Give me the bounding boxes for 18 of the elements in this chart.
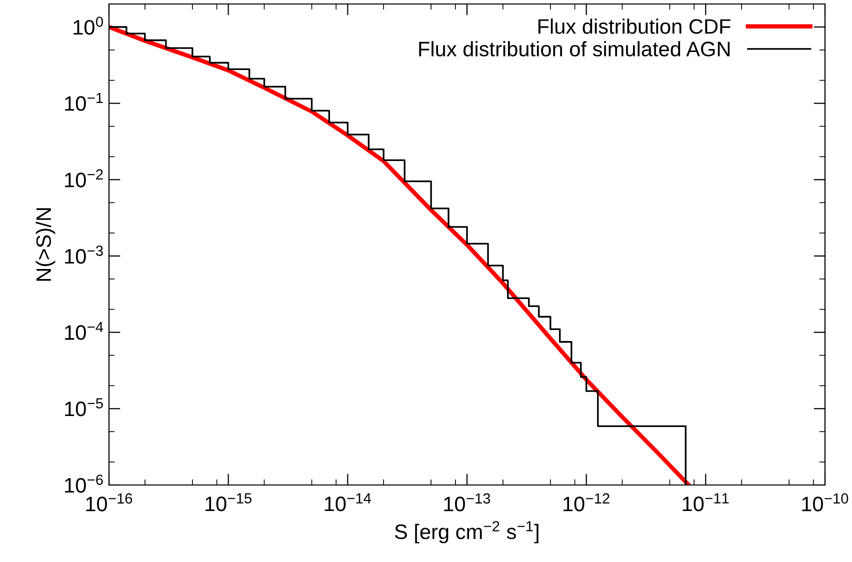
y-axis-title: N(>S)/N (36, 208, 56, 281)
x-tick-label: 10$^{−11}$ (682, 493, 729, 512)
y-tick-label: 10$^{−6}$ (65, 474, 103, 493)
x-tick-label: 10$^{−15}$ (206, 493, 252, 512)
y-tick-label: 10$^{0}$ (74, 16, 103, 35)
y-tick-label: 10$^{−1}$ (65, 92, 103, 111)
x-tick-label: 10$^{−10}$ (802, 493, 848, 512)
y-tick-label: 10$^{−5}$ (65, 398, 103, 416)
legend-label: Flux distribution of simulated AGN (419, 41, 730, 56)
x-axis-title: S [erg cm$^{−2}$ s$^{−1}$] (394, 521, 538, 544)
x-tick-label: 10$^{−12}$ (564, 493, 610, 512)
legend-label: Flux distribution CDF (538, 18, 730, 34)
x-tick-label: 10$^{−13}$ (444, 493, 490, 512)
y-tick-label: 10$^{−3}$ (65, 246, 103, 264)
y-tick-label: 10$^{−2}$ (65, 169, 103, 188)
y-tick-label: 10$^{−4}$ (65, 322, 104, 340)
x-tick-label: 10$^{−16}$ (86, 493, 132, 512)
x-tick-label: 10$^{−14}$ (324, 493, 371, 512)
